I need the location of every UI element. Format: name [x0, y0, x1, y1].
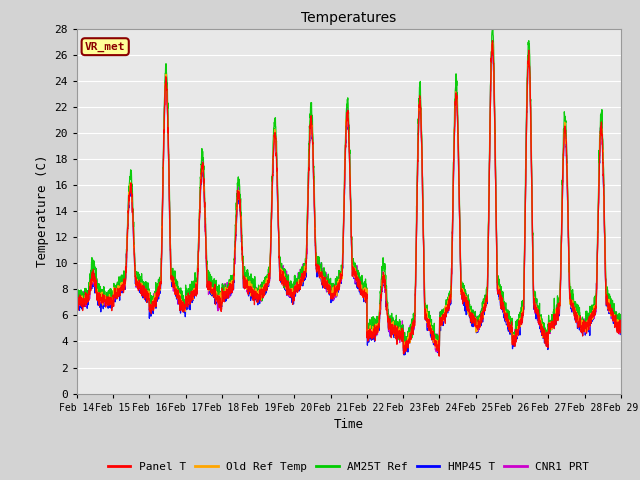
Title: Temperatures: Temperatures: [301, 11, 396, 25]
Legend: Panel T, Old Ref Temp, AM25T Ref, HMP45 T, CNR1 PRT: Panel T, Old Ref Temp, AM25T Ref, HMP45 …: [104, 457, 594, 477]
Y-axis label: Temperature (C): Temperature (C): [36, 155, 49, 267]
X-axis label: Time: Time: [334, 418, 364, 431]
Text: VR_met: VR_met: [85, 42, 125, 52]
